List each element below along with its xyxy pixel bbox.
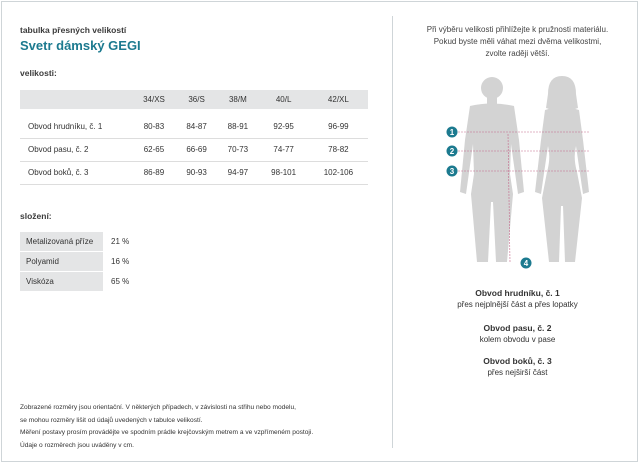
size-chart-panel: tabulka přesných velikostí Svetr dámský … — [20, 0, 380, 464]
composition-row: Viskóza 65 % — [20, 271, 129, 291]
body-measurement-figure: 1 2 3 4 — [446, 76, 590, 269]
chart-subtitle: tabulka přesných velikostí — [20, 25, 127, 35]
legend-description: kolem obvodu v pase — [479, 335, 556, 344]
table-cell: 88-91 — [217, 115, 259, 139]
marker-3-icon: 3 — [446, 165, 458, 177]
row-label: Obvod pasu, č. 2 — [20, 138, 132, 162]
composition-label: složení: — [20, 211, 52, 221]
panel-divider — [392, 16, 393, 448]
table-row: Obvod pasu, č. 2 62-65 66-69 70-73 74-77… — [20, 138, 368, 162]
table-cell: 74-77 — [258, 138, 309, 162]
table-cell: 86-89 — [132, 161, 176, 185]
legend-title: Obvod hrudníku, č. 1 — [475, 288, 560, 298]
table-row: Obvod hrudníku, č. 1 80-83 84-87 88-91 9… — [20, 115, 368, 139]
table-cell: 92-95 — [258, 115, 309, 139]
product-title: Svetr dámský GEGI — [20, 38, 141, 53]
table-cell: 62-65 — [132, 138, 176, 162]
legend-description: přes nejplnější část a přes lopatky — [457, 300, 578, 309]
material-name: Polyamid — [20, 251, 103, 271]
table-cell: 98-101 — [258, 161, 309, 185]
material-percent: 65 % — [111, 276, 130, 286]
header-empty-cell — [20, 90, 132, 109]
composition-row: Polyamid 16 % — [20, 251, 129, 271]
size-tip: Při výběru velikosti přihlížejte k pružn… — [400, 24, 635, 60]
legend-title: Obvod boků, č. 3 — [483, 356, 552, 366]
tip-line: zvolte raději větší. — [485, 49, 550, 58]
composition-table: Metalizovaná příze 21 % Polyamid 16 % Vi… — [20, 231, 129, 291]
legend-title: Obvod pasu, č. 2 — [483, 323, 552, 333]
table-cell: 84-87 — [175, 115, 218, 139]
svg-text:1: 1 — [450, 128, 455, 137]
sizes-label: velikosti: — [20, 68, 57, 78]
material-percent: 16 % — [111, 256, 130, 266]
male-silhouette — [460, 77, 524, 262]
note-line: se mohou rozměry lišit od údajů uvedenýc… — [20, 416, 203, 424]
svg-text:4: 4 — [524, 259, 529, 268]
table-cell: 66-69 — [175, 138, 218, 162]
marker-2-icon: 2 — [446, 145, 458, 157]
marker-4-icon: 4 — [520, 257, 532, 269]
material-name: Viskóza — [20, 271, 103, 291]
legend-description: přes nejširší část — [487, 368, 548, 377]
material-name: Metalizovaná příze — [20, 231, 103, 251]
size-column-header: 40/L — [258, 90, 309, 109]
female-silhouette — [535, 76, 589, 262]
marker-1-icon: 1 — [446, 126, 458, 138]
measure-lines — [452, 131, 590, 263]
table-cell: 90-93 — [175, 161, 218, 185]
size-notes: Zobrazené rozměry jsou orientační. V něk… — [20, 402, 380, 452]
composition-row: Metalizovaná příze 21 % — [20, 231, 129, 251]
size-column-header: 42/XL — [308, 90, 368, 109]
row-label: Obvod boků, č. 3 — [20, 161, 132, 185]
size-table-header: 34/XS 36/S 38/M 40/L 42/XL — [20, 90, 368, 109]
tip-line: Při výběru velikosti přihlížejte k pružn… — [426, 25, 609, 34]
size-column-header: 38/M — [217, 90, 259, 109]
tip-line: Pokud byste měli váhat mezi dvěma veliko… — [433, 37, 602, 46]
legend-hips: Obvod boků, č. 3 přes nejširší část — [400, 355, 635, 379]
table-cell: 78-82 — [308, 138, 368, 162]
note-line: Zobrazené rozměry jsou orientační. V něk… — [20, 404, 296, 411]
table-cell: 70-73 — [217, 138, 259, 162]
table-cell: 94-97 — [217, 161, 259, 185]
row-label: Obvod hrudníku, č. 1 — [20, 115, 132, 139]
table-row: Obvod boků, č. 3 86-89 90-93 94-97 98-10… — [20, 161, 368, 185]
material-percent: 21 % — [111, 236, 130, 246]
measurement-guide-panel: Při výběru velikosti přihlížejte k pružn… — [400, 0, 635, 464]
table-cell: 80-83 — [132, 115, 176, 139]
size-column-header: 34/XS — [132, 90, 176, 109]
legend-chest: Obvod hrudníku, č. 1 přes nejplnější čás… — [400, 287, 635, 311]
note-line: Měření postavy prosím provádějte ve spod… — [20, 429, 314, 436]
table-cell: 102-106 — [308, 161, 368, 185]
legend-waist: Obvod pasu, č. 2 kolem obvodu v pase — [400, 322, 635, 346]
size-table: 34/XS 36/S 38/M 40/L 42/XL Obvod hrudník… — [20, 90, 368, 185]
svg-text:2: 2 — [450, 147, 455, 156]
table-cell: 96-99 — [308, 115, 368, 139]
note-line: Údaje o rozměrech jsou uváděny v cm. — [20, 441, 134, 449]
svg-text:3: 3 — [450, 167, 455, 176]
size-column-header: 36/S — [175, 90, 218, 109]
